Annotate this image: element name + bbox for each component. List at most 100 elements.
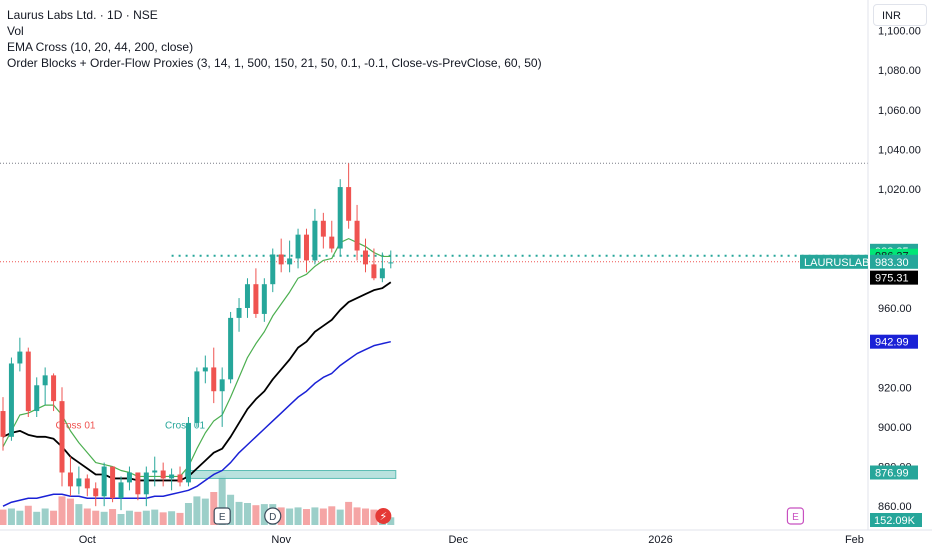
volume-bar — [370, 509, 378, 525]
candle-body — [185, 422, 191, 483]
reference-lines — [0, 162, 868, 263]
candle-body — [118, 482, 124, 499]
lightning-marker: ⚡ — [375, 508, 392, 524]
volume-bar — [184, 503, 192, 525]
cross-label: Cross 01 — [165, 421, 205, 432]
price-tick-label: 1,080.00 — [878, 65, 921, 77]
event-markers[interactable]: E D E ⚡ — [213, 507, 805, 525]
ema-lines — [2, 238, 392, 507]
cross-label: Cross 01 — [55, 421, 95, 432]
candle-body — [160, 470, 166, 479]
candle-body — [278, 254, 284, 265]
candle-body — [312, 220, 318, 261]
candle-body — [84, 478, 90, 489]
candle-body — [329, 236, 335, 249]
event-marker-frame — [786, 507, 805, 525]
symbol-tag: LAURUSLABS — [800, 254, 877, 269]
volume-bar — [252, 505, 260, 525]
candle-body — [126, 472, 132, 483]
candle-body — [143, 472, 149, 495]
volume-bar — [336, 509, 344, 525]
candle-body — [101, 466, 107, 497]
volume-tag-bg — [870, 513, 922, 527]
candle-body — [253, 284, 259, 314]
time-tick-label: 2026 — [648, 534, 672, 546]
volume-bar — [302, 509, 310, 525]
candle-body — [42, 375, 48, 386]
ema10-line — [2, 238, 391, 478]
volume-bar — [176, 512, 184, 525]
volume-bar — [387, 517, 395, 525]
volume-bar — [33, 511, 41, 525]
volume-tag: 152.09K — [870, 513, 922, 527]
time-axis[interactable]: Oct Nov Dec 2026 Feb — [0, 529, 932, 546]
currency-button[interactable]: INR — [873, 4, 927, 26]
price-tick-label: 860.00 — [878, 501, 912, 513]
ema20-line — [2, 281, 392, 482]
candle-body — [219, 379, 225, 392]
candle-body — [320, 220, 326, 237]
volume-bar — [311, 507, 319, 525]
candle-body — [34, 385, 40, 412]
event-marker-D: D — [264, 507, 282, 525]
candle-body — [379, 268, 385, 279]
volume-bar — [0, 509, 7, 525]
volume-bar — [41, 508, 49, 525]
volume-bar — [243, 503, 251, 525]
candle-body — [135, 472, 141, 495]
price-tag-text: 876.99 — [875, 468, 909, 480]
volume-bar — [210, 492, 218, 525]
volume-bar — [66, 498, 74, 525]
time-tick-label: Feb — [845, 534, 864, 546]
candle-body — [67, 472, 73, 487]
event-marker-letter: E — [792, 512, 799, 523]
event-marker-letter: E — [219, 512, 226, 523]
volume-bar — [159, 512, 167, 525]
candle-body — [346, 187, 352, 221]
legend-order-blocks[interactable]: Order Blocks + Order-Flow Proxies (3, 14… — [7, 56, 542, 70]
price-tag: 975.31 — [870, 270, 918, 285]
candle-body — [303, 234, 309, 261]
legend-title[interactable]: Laurus Labs Ltd. · 1D · NSE — [7, 8, 158, 22]
volume-bar — [345, 501, 353, 525]
volume-bar — [328, 506, 336, 525]
candle-body — [59, 401, 65, 473]
volume-bar — [193, 496, 201, 525]
legend: Laurus Labs Ltd. · 1D · NSE Vol EMA Cros… — [7, 7, 542, 71]
annotations: Cross 01 Cross 01 — [55, 421, 205, 432]
volume-bar — [117, 514, 125, 525]
legend-vol[interactable]: Vol — [7, 24, 24, 38]
event-marker-frame — [213, 507, 231, 525]
volume-bar — [134, 511, 142, 525]
candle-body — [337, 187, 343, 249]
price-tick-label: 1,060.00 — [878, 105, 921, 117]
volume-bar — [16, 510, 24, 525]
ema44-line — [2, 340, 391, 507]
price-tag: 876.99 — [870, 465, 918, 480]
price-tick-label: 1,020.00 — [878, 184, 921, 196]
candle-body — [261, 284, 267, 314]
price-tick-label: 900.00 — [878, 422, 912, 434]
lightning-circle — [375, 508, 392, 524]
candle-body — [244, 284, 250, 308]
volume-bar — [24, 505, 32, 525]
candle-body — [169, 474, 175, 479]
event-marker-letter: D — [269, 512, 276, 523]
volume-bar — [75, 504, 83, 525]
candle-body — [110, 466, 116, 499]
candle-body — [388, 262, 394, 264]
price-tag-text: 975.31 — [875, 273, 909, 285]
candle-body — [211, 367, 217, 392]
volume-bar — [125, 510, 133, 525]
candle-body — [93, 488, 99, 497]
time-tick-label: Dec — [448, 534, 468, 546]
candle-body — [0, 411, 6, 437]
volume-bar — [319, 508, 327, 525]
legend-ema[interactable]: EMA Cross (10, 20, 44, 200, close) — [7, 40, 194, 54]
candle-body — [8, 363, 14, 437]
candle-body — [152, 470, 158, 473]
candle-body — [236, 307, 242, 318]
event-marker-E: E — [213, 507, 231, 525]
price-tags: 988.85986.37LAURUSLABS983.30975.31942.99… — [800, 243, 922, 527]
